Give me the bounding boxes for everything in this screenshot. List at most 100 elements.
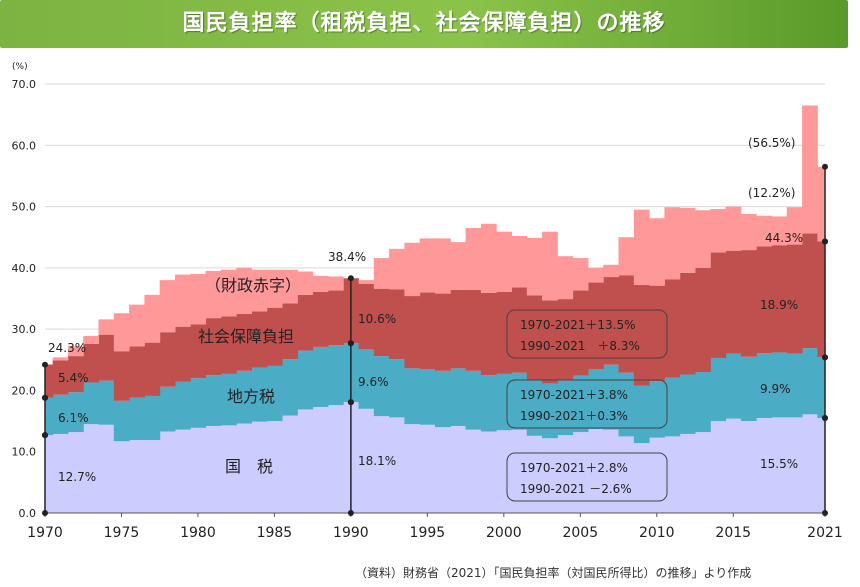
area-segment	[603, 277, 620, 365]
area-segment	[251, 421, 268, 513]
x-tick-label: 1975	[104, 525, 140, 541]
area-segment	[633, 443, 650, 513]
area-segment	[45, 397, 54, 436]
area-segment	[67, 392, 84, 433]
y-tick-label: 30.0	[12, 323, 37, 336]
area-segment	[373, 288, 390, 357]
change-box	[506, 309, 668, 359]
area-segment	[771, 245, 788, 353]
area-segment	[771, 216, 788, 246]
area-segment	[786, 207, 803, 245]
area-segment	[129, 397, 145, 441]
area-segment	[817, 357, 826, 419]
area-segment	[572, 432, 589, 513]
area-label-local: 地方税	[227, 387, 275, 406]
area-segment	[771, 417, 788, 513]
area-segment	[419, 238, 436, 293]
change-box	[506, 452, 668, 502]
area-segment	[618, 275, 635, 373]
area-segment	[297, 350, 314, 410]
area-segment	[113, 441, 130, 513]
area-segment	[113, 313, 130, 352]
area-segment	[496, 373, 512, 431]
area-segment	[175, 326, 191, 382]
area-segment	[358, 349, 375, 409]
area-segment	[649, 437, 665, 513]
area-segment	[480, 375, 497, 432]
area-segment	[465, 370, 482, 430]
area-segment	[649, 285, 665, 382]
area-segment	[220, 269, 237, 317]
area-segment	[98, 424, 115, 513]
area-segment	[465, 289, 482, 371]
area-segment	[129, 304, 145, 347]
area-segment	[664, 207, 681, 280]
area-segment	[679, 207, 696, 273]
change-box-line2: 1990-2021＋0.3%	[520, 409, 628, 423]
y-tick-label: 20.0	[12, 384, 37, 397]
area-segment	[144, 294, 161, 343]
area-segment	[756, 418, 772, 513]
area-segment	[587, 282, 604, 369]
y-tick-label: 10.0	[12, 446, 37, 459]
area-segment	[419, 368, 436, 425]
area-segment	[435, 370, 451, 428]
y-tick-label: 50.0	[12, 201, 37, 214]
area-segment	[205, 270, 222, 319]
y-tick-label: 0.0	[19, 507, 37, 520]
area-segment	[159, 280, 176, 333]
area-segment	[52, 357, 69, 361]
label-2021-local: 9.9%	[760, 382, 791, 396]
area-segment	[236, 423, 252, 513]
area-segment	[159, 332, 176, 387]
series-3	[45, 105, 826, 365]
area-segment	[557, 299, 574, 381]
label-1990-total: 38.4%	[328, 250, 366, 264]
area-segment	[725, 418, 742, 513]
area-segment	[266, 307, 283, 366]
area-segment	[511, 287, 528, 373]
label-1990-local: 9.6%	[358, 375, 389, 389]
area-segment	[297, 409, 314, 513]
area-segment	[771, 352, 788, 418]
area-segment	[282, 359, 298, 416]
area-segment	[175, 429, 191, 513]
x-tick-label: 1970	[27, 525, 63, 541]
area-segment	[404, 296, 421, 369]
area-segment	[572, 375, 589, 433]
area-segment	[695, 432, 711, 513]
x-tick-label: 1995	[410, 525, 446, 541]
area-segment	[710, 209, 727, 253]
area-segment	[710, 421, 727, 513]
label-2021-national: 15.5%	[760, 457, 798, 471]
area-segment	[817, 241, 826, 358]
area-segment	[327, 345, 344, 406]
area-segment	[618, 372, 635, 437]
area-label-ss: 社会保障負担	[198, 327, 294, 346]
area-segment	[435, 427, 451, 513]
area-segment	[175, 381, 191, 430]
area-segment	[649, 218, 665, 286]
area-segment	[587, 368, 604, 430]
area-segment	[220, 316, 237, 374]
area-segment	[190, 324, 207, 379]
area-segment	[220, 425, 237, 513]
chart-area: 0.0 10.0 20.0 30.0 40.0 50.0 60.0 70.0 (%) 1970 19…	[12, 62, 843, 541]
area-segment	[480, 431, 497, 513]
area-segment	[266, 365, 283, 422]
area-segment	[633, 285, 650, 386]
area-segment	[358, 283, 375, 350]
y-unit-label: (%)	[12, 62, 28, 72]
area-segment	[282, 269, 298, 304]
area-segment	[83, 335, 100, 344]
area-segment	[802, 105, 818, 234]
area-segment	[740, 356, 757, 422]
area-segment	[542, 231, 558, 301]
area-segment	[159, 386, 176, 432]
area-segment	[695, 372, 711, 433]
change-box-line1: 1970-2021＋3.8%	[520, 388, 628, 402]
area-segment	[282, 303, 298, 360]
area-segment	[572, 258, 589, 291]
area-segment	[98, 319, 115, 335]
area-segment	[695, 267, 711, 373]
